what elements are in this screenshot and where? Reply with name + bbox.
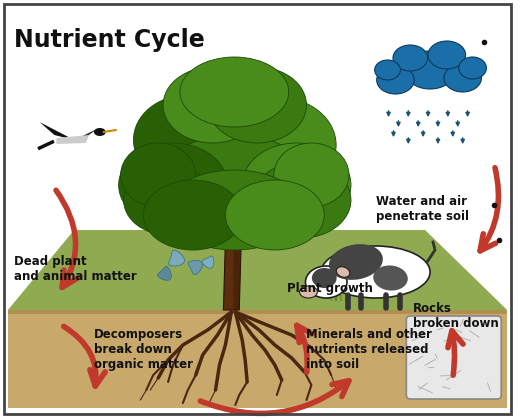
Ellipse shape xyxy=(163,67,262,143)
Ellipse shape xyxy=(377,66,414,94)
Text: Plant growth: Plant growth xyxy=(287,282,373,295)
Polygon shape xyxy=(169,250,184,266)
Ellipse shape xyxy=(155,135,314,235)
Ellipse shape xyxy=(393,45,428,71)
Polygon shape xyxy=(40,122,74,140)
Ellipse shape xyxy=(274,143,349,207)
Polygon shape xyxy=(8,310,507,408)
Text: Water and air
penetrate soil: Water and air penetrate soil xyxy=(376,195,469,223)
Ellipse shape xyxy=(373,265,408,291)
Ellipse shape xyxy=(252,162,351,238)
Ellipse shape xyxy=(123,165,213,235)
Ellipse shape xyxy=(428,41,466,69)
Ellipse shape xyxy=(94,128,106,136)
Polygon shape xyxy=(8,230,507,310)
Ellipse shape xyxy=(226,180,324,250)
Ellipse shape xyxy=(444,64,481,92)
Ellipse shape xyxy=(337,267,350,277)
Polygon shape xyxy=(188,260,203,275)
Ellipse shape xyxy=(321,246,430,298)
Ellipse shape xyxy=(121,143,196,207)
Ellipse shape xyxy=(305,266,347,298)
Text: Nutrient Cycle: Nutrient Cycle xyxy=(14,28,205,52)
Text: Rocks
broken down: Rocks broken down xyxy=(413,302,499,330)
Ellipse shape xyxy=(180,57,289,127)
Ellipse shape xyxy=(404,51,456,89)
Ellipse shape xyxy=(300,286,317,298)
Ellipse shape xyxy=(133,115,262,225)
Ellipse shape xyxy=(458,57,487,79)
Ellipse shape xyxy=(207,115,336,225)
FancyBboxPatch shape xyxy=(406,316,501,399)
Ellipse shape xyxy=(165,70,304,170)
Ellipse shape xyxy=(143,180,242,250)
Ellipse shape xyxy=(133,95,242,185)
Polygon shape xyxy=(233,215,241,310)
Polygon shape xyxy=(56,135,89,144)
Polygon shape xyxy=(157,266,171,280)
Text: Dead plant
and animal matter: Dead plant and animal matter xyxy=(14,255,137,283)
Polygon shape xyxy=(74,128,99,140)
Polygon shape xyxy=(202,256,214,268)
Ellipse shape xyxy=(150,85,318,225)
Polygon shape xyxy=(224,215,241,310)
Ellipse shape xyxy=(119,143,227,227)
Text: Decomposers
break down
organic matter: Decomposers break down organic matter xyxy=(94,328,193,371)
Text: Minerals and other
nutrients released
into soil: Minerals and other nutrients released in… xyxy=(306,328,432,371)
Ellipse shape xyxy=(207,67,306,143)
Ellipse shape xyxy=(375,60,401,80)
Ellipse shape xyxy=(329,244,383,280)
Ellipse shape xyxy=(217,97,336,193)
Polygon shape xyxy=(8,310,507,314)
Ellipse shape xyxy=(242,143,351,227)
Ellipse shape xyxy=(312,268,337,288)
Ellipse shape xyxy=(165,170,304,250)
